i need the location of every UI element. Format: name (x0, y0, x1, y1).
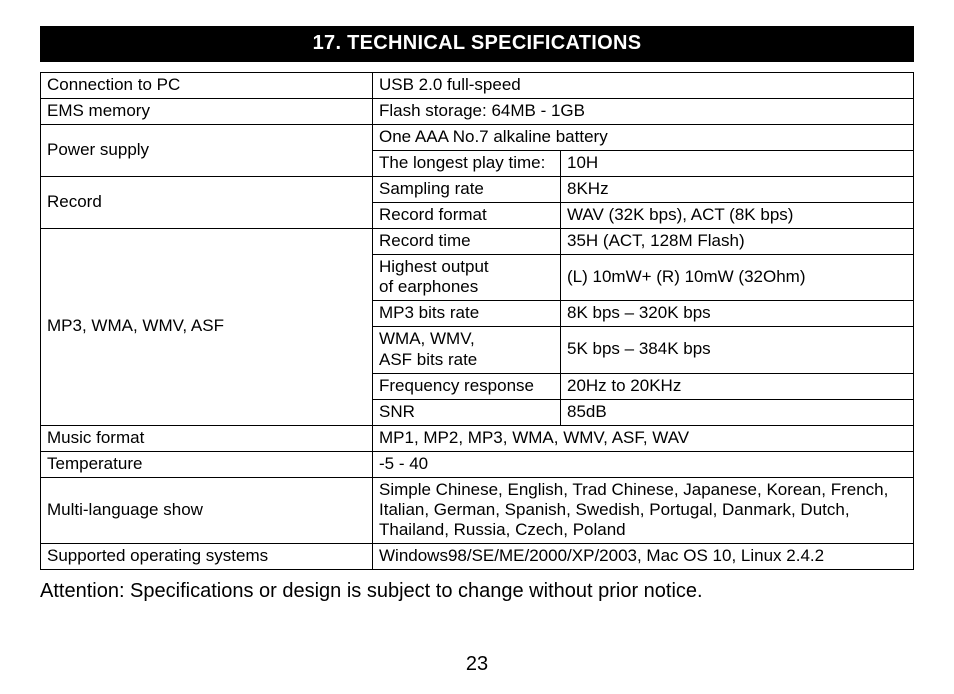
table-row: Music format MP1, MP2, MP3, WMA, WMV, AS… (41, 425, 914, 451)
spec-value: MP1, MP2, MP3, WMA, WMV, ASF, WAV (373, 425, 914, 451)
spec-sublabel: The longest play time: (373, 151, 561, 177)
table-row: Connection to PC USB 2.0 full-speed (41, 73, 914, 99)
spec-sublabel: MP3 bits rate (373, 301, 561, 327)
spec-label: EMS memory (41, 99, 373, 125)
spec-sublabel: Sampling rate (373, 177, 561, 203)
spec-label: Power supply (41, 125, 373, 177)
spec-label: MP3, WMA, WMV, ASF (41, 229, 373, 425)
table-row: EMS memory Flash storage: 64MB - 1GB (41, 99, 914, 125)
page-number: 23 (0, 653, 954, 676)
spec-value: 35H (ACT, 128M Flash) (561, 229, 914, 255)
spec-sublabel: Record time (373, 229, 561, 255)
table-row: MP3, WMA, WMV, ASF Record time 35H (ACT,… (41, 229, 914, 255)
spec-value: USB 2.0 full-speed (373, 73, 914, 99)
spec-table: Connection to PC USB 2.0 full-speed EMS … (40, 72, 914, 570)
spec-sublabel: WMA, WMV,ASF bits rate (373, 327, 561, 373)
table-row: Record Sampling rate 8KHz (41, 177, 914, 203)
section-heading: 17. TECHNICAL SPECIFICATIONS (40, 26, 914, 62)
table-row: Temperature -5 - 40 (41, 451, 914, 477)
spec-sublabel: Frequency response (373, 373, 561, 399)
table-row: Supported operating systems Windows98/SE… (41, 543, 914, 569)
spec-value: 20Hz to 20KHz (561, 373, 914, 399)
spec-value: 10H (561, 151, 914, 177)
attention-note: Attention: Specifications or design is s… (40, 580, 914, 603)
spec-value: 8K bps – 320K bps (561, 301, 914, 327)
spec-value: Windows98/SE/ME/2000/XP/2003, Mac OS 10,… (373, 543, 914, 569)
spec-value: (L) 10mW+ (R) 10mW (32Ohm) (561, 255, 914, 301)
spec-sublabel: Highest outputof earphones (373, 255, 561, 301)
spec-sublabel: Record format (373, 203, 561, 229)
spec-value: Flash storage: 64MB - 1GB (373, 99, 914, 125)
spec-label: Connection to PC (41, 73, 373, 99)
spec-value: WAV (32K bps), ACT (8K bps) (561, 203, 914, 229)
spec-label: Multi-language show (41, 477, 373, 543)
spec-label: Music format (41, 425, 373, 451)
spec-value: 8KHz (561, 177, 914, 203)
spec-label: Supported operating systems (41, 543, 373, 569)
spec-value: -5 - 40 (373, 451, 914, 477)
spec-value: One AAA No.7 alkaline battery (373, 125, 914, 151)
table-row: Power supply One AAA No.7 alkaline batte… (41, 125, 914, 151)
spec-value: 85dB (561, 399, 914, 425)
spec-sublabel: SNR (373, 399, 561, 425)
page: 17. TECHNICAL SPECIFICATIONS Connection … (0, 0, 954, 694)
table-row: Multi-language show Simple Chinese, Engl… (41, 477, 914, 543)
spec-label: Record (41, 177, 373, 229)
spec-label: Temperature (41, 451, 373, 477)
spec-value: 5K bps – 384K bps (561, 327, 914, 373)
spec-value: Simple Chinese, English, Trad Chinese, J… (373, 477, 914, 543)
